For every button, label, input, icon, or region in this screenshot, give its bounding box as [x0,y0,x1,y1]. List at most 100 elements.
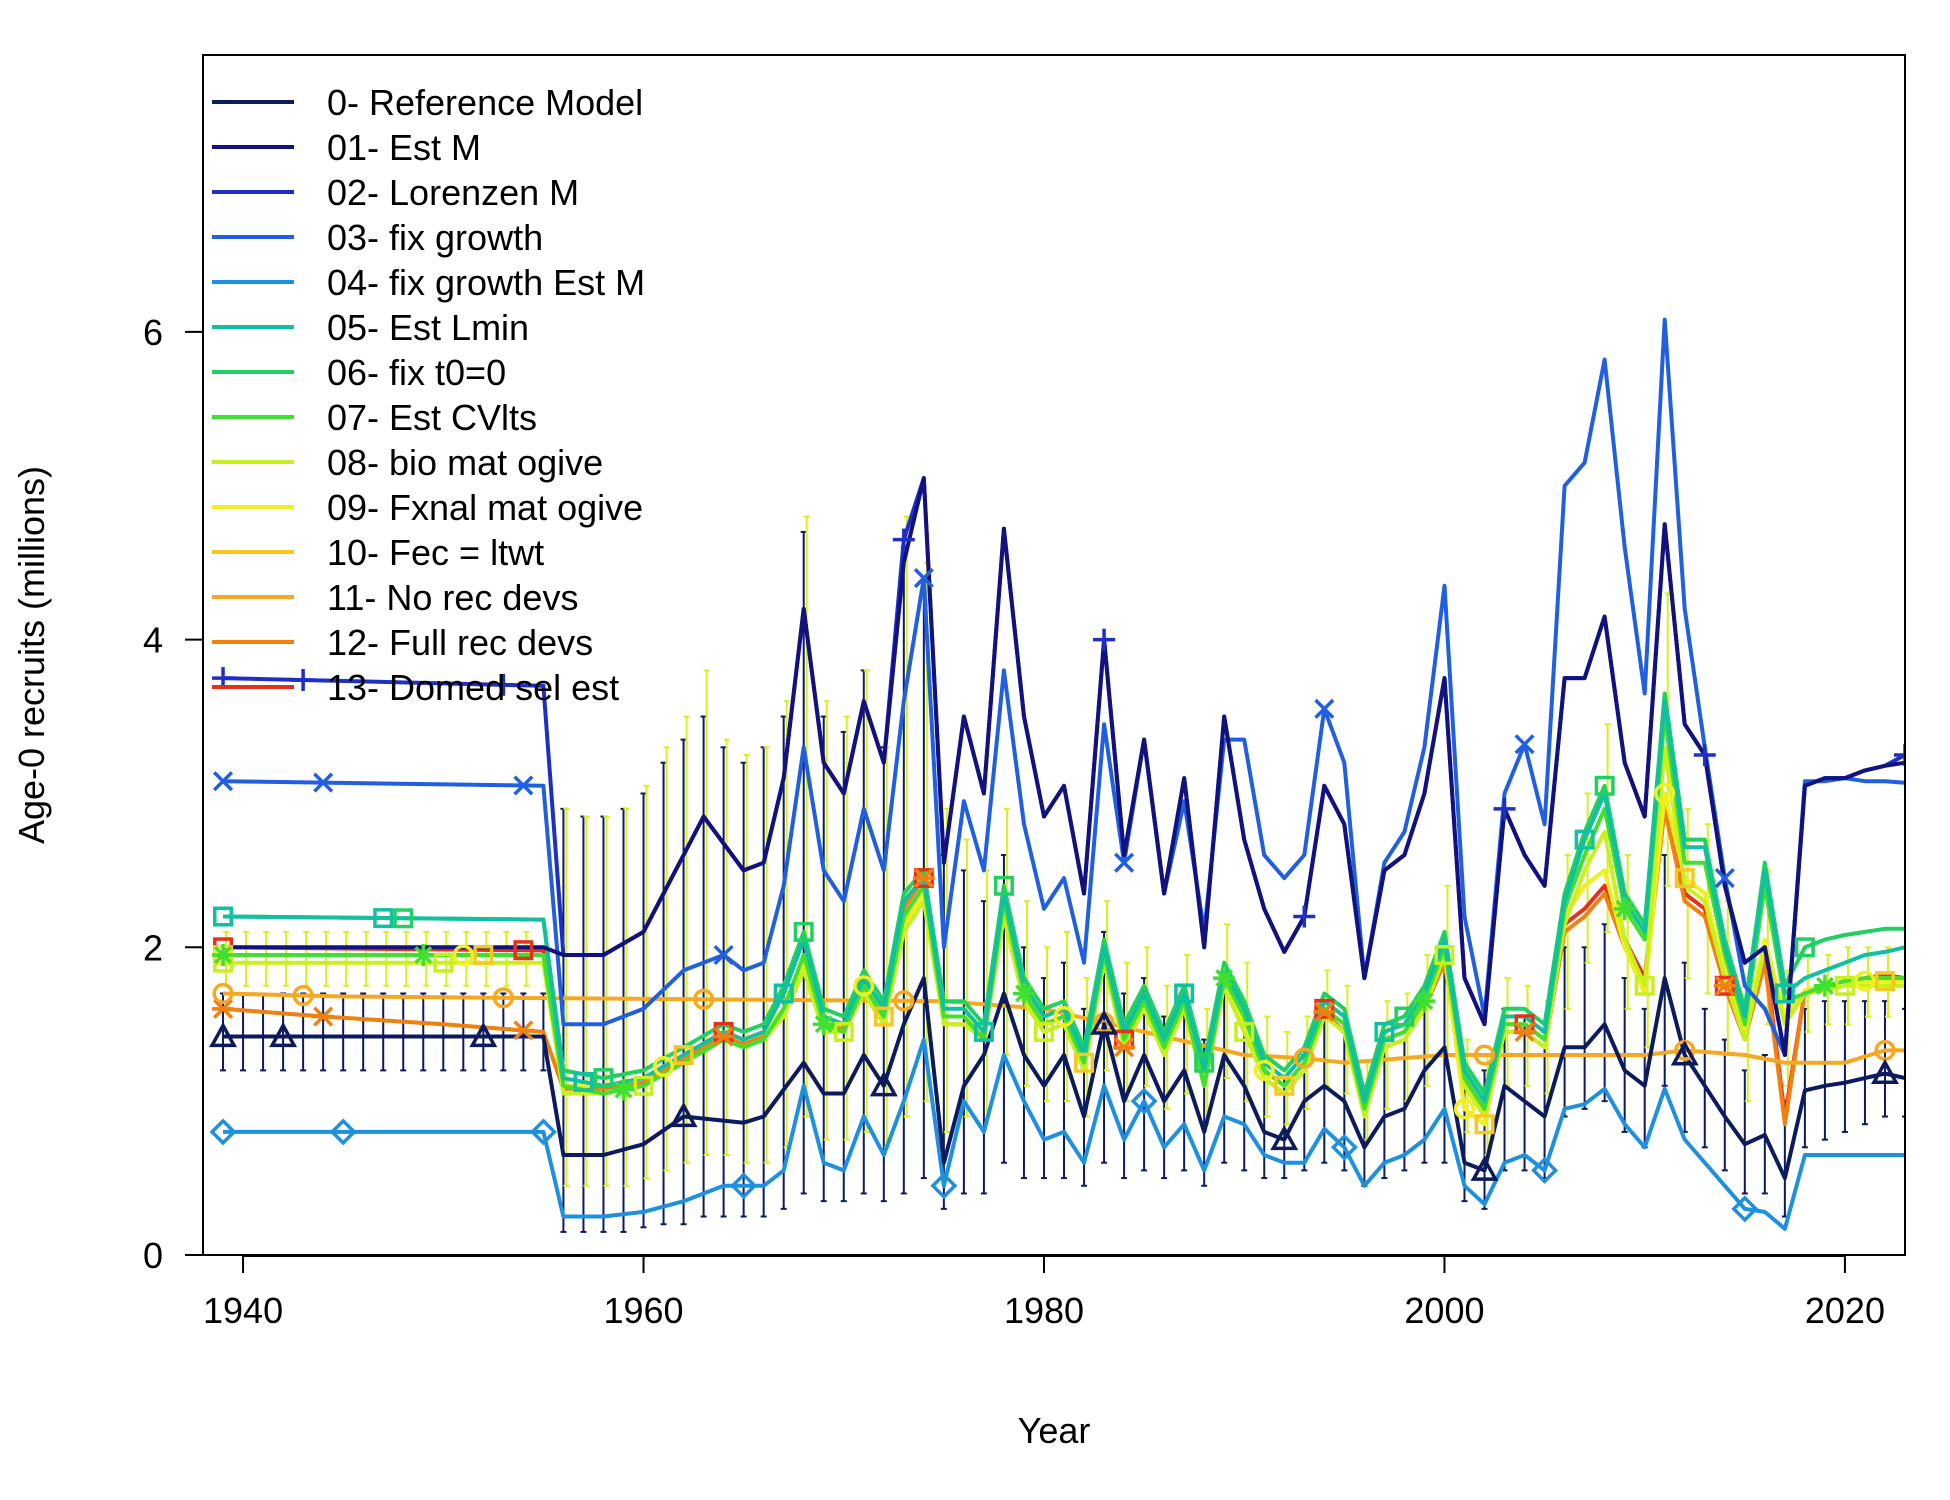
series-marker-10 [1874,971,1895,992]
error-bar [863,669,870,1133]
series-marker-12 [312,1006,335,1027]
series-marker-07 [612,1078,635,1101]
series-marker-03 [513,775,534,796]
error-bar [1721,1038,1728,1172]
series-marker-11 [212,982,234,1005]
series-marker-08 [1634,975,1655,996]
error-bar [723,738,730,1156]
series-marker-04 [930,1172,958,1200]
error-bar [643,784,650,1180]
series-marker-12 [712,1026,735,1047]
series-marker-07 [812,1013,835,1036]
x-tick-label: 2020 [1805,1290,1885,1331]
series-marker-10 [873,1006,894,1027]
y-tick-label: 6 [143,312,163,353]
legend-item: 04- fix growth Est M [212,262,645,303]
series-marker-05 [573,1071,594,1092]
series-marker-10 [1674,868,1695,889]
x-tick-label: 2000 [1404,1290,1484,1331]
series-markers [209,528,1905,1223]
series-line-0 [223,976,1905,1181]
series-marker-06 [1594,775,1615,796]
series-marker-08 [433,952,454,973]
y-axis: 0 2 4 6 [143,312,204,1276]
series-marker-12 [512,1020,535,1041]
error-bar [260,992,267,1072]
series-marker-02 [1693,744,1716,766]
error-bar [263,930,270,987]
series-line-01 [223,476,1905,1057]
error-bar [340,992,347,1072]
series-marker-09 [853,975,875,997]
series-marker-07 [1012,982,1035,1005]
series-marker-08 [1033,1021,1054,1042]
legend-label: 06- fix t0=0 [327,352,506,393]
series-marker-04 [329,1118,357,1146]
error-bar [1624,854,1631,1010]
legend-item: 03- fix growth [212,217,543,258]
legend-label: 13- Domed sel est [327,667,619,708]
series-marker-11 [492,987,514,1009]
series-marker-04 [730,1172,758,1200]
series-marker-05 [773,983,794,1004]
series-marker-12 [1513,1021,1536,1042]
series-marker-09 [652,1055,675,1078]
error-bar [1701,1007,1708,1149]
error-bar [1581,946,1588,1110]
series-marker-03 [313,772,334,793]
legend-item: 02- Lorenzen M [212,172,579,213]
series-marker-10 [1474,1114,1495,1135]
error-bar [1761,1054,1768,1195]
legend-label: 02- Lorenzen M [327,172,579,213]
legend-label: 12- Full rec devs [327,622,593,663]
series-marker-04 [1531,1156,1559,1184]
series-marker-03 [212,771,234,792]
series-marker-07 [1413,990,1436,1013]
series-marker-07 [1213,967,1236,990]
error-bar [463,930,470,987]
legend-label: 04- fix growth Est M [327,262,645,303]
x-axis: 1940 1960 1980 2000 2020 [203,1255,1885,1331]
series-marker-08 [1234,1021,1255,1042]
series-marker-03 [1514,734,1535,755]
legend-item: 13- Domed sel est [212,667,619,708]
error-bar [483,930,490,987]
series-marker-11 [1473,1044,1496,1066]
legend-item: 11- No rec devs [212,577,578,618]
series-marker-05 [1174,983,1195,1004]
series-marker-10 [1074,1052,1095,1073]
error-bar [1601,923,1608,1103]
series-marker-05 [213,906,234,927]
series-marker-05 [973,1021,994,1042]
series-marker-02 [492,673,515,696]
error-bar [440,992,447,1072]
series-marker-0 [269,1021,298,1048]
error-bar [663,746,670,1172]
y-axis-title: Age-0 recruits (millions) [11,466,52,844]
series-marker-04 [1330,1133,1358,1161]
series-marker-08 [633,1075,654,1096]
series-marker-02 [1894,744,1905,766]
error-bar [403,930,410,987]
series-marker-13 [713,1021,734,1042]
error-bar [460,992,467,1072]
x-axis-title: Year [1018,1410,1091,1451]
legend-label: 03- fix growth [327,217,543,258]
series-marker-02 [1093,628,1116,651]
error-bar [443,930,450,987]
legend-label: 11- No rec devs [327,577,578,618]
series-marker-11 [893,990,915,1012]
legend-label: 09- Fxnal mat ogive [327,487,643,528]
series-marker-04 [209,1118,237,1146]
series-marker-04 [1130,1087,1158,1115]
error-bar [1384,1000,1391,1110]
legend-label: 08- bio mat ogive [327,442,603,483]
series-marker-07 [1813,974,1836,997]
error-bar [420,992,427,1072]
legend-item: 0- Reference Model [212,82,643,123]
series-line-03 [222,317,1905,1057]
error-bar [323,930,330,987]
series-marker-11 [1293,1047,1315,1069]
